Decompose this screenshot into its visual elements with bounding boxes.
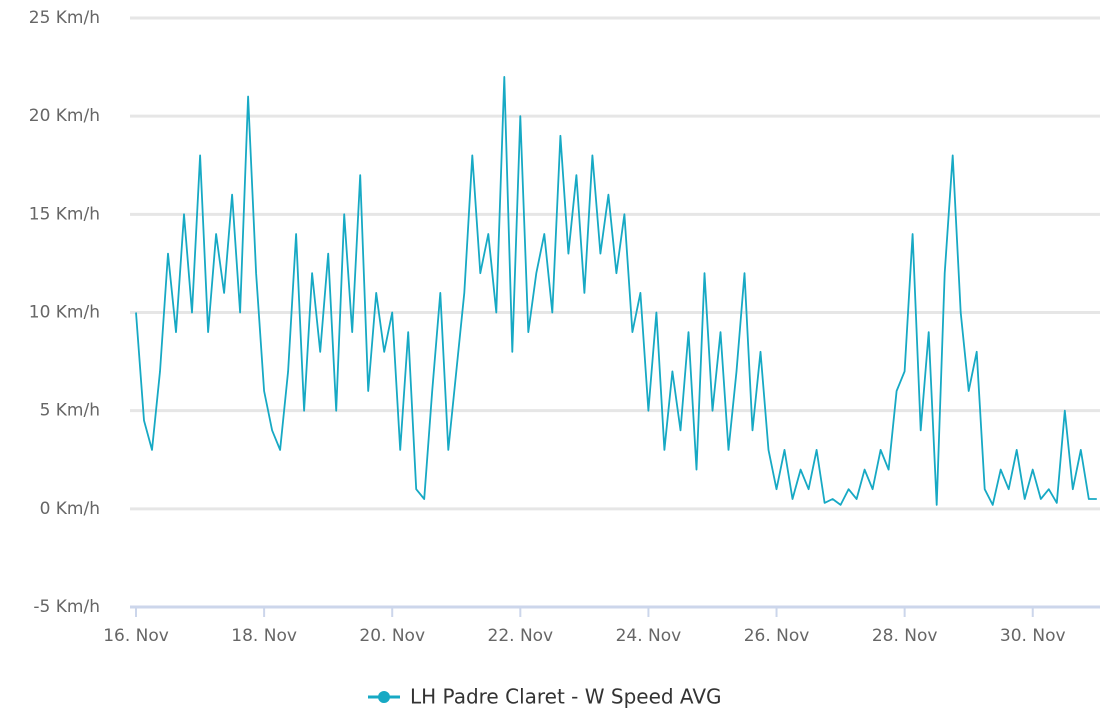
x-tick-label: 28. Nov [872, 626, 938, 646]
x-tick-label: 20. Nov [359, 626, 425, 646]
y-tick-label: 20 Km/h [29, 106, 100, 126]
y-tick-label: 0 Km/h [40, 499, 100, 519]
y-tick-label: 25 Km/h [29, 8, 100, 28]
y-tick-label: 15 Km/h [29, 204, 100, 224]
x-tick-label: 24. Nov [616, 626, 682, 646]
y-tick-label: -5 Km/h [33, 597, 100, 617]
x-tick-label: 18. Nov [231, 626, 297, 646]
x-tick-label: 30. Nov [1000, 626, 1066, 646]
x-tick-label: 16. Nov [103, 626, 169, 646]
legend-symbol-marker [378, 691, 390, 703]
x-tick-label: 22. Nov [488, 626, 554, 646]
x-tick-label: 26. Nov [744, 626, 810, 646]
y-tick-label: 10 Km/h [29, 303, 100, 323]
legend-item[interactable]: LH Padre Claret - W Speed AVG [410, 685, 722, 709]
series-line [135, 76, 1097, 506]
y-tick-label: 5 Km/h [40, 401, 100, 421]
